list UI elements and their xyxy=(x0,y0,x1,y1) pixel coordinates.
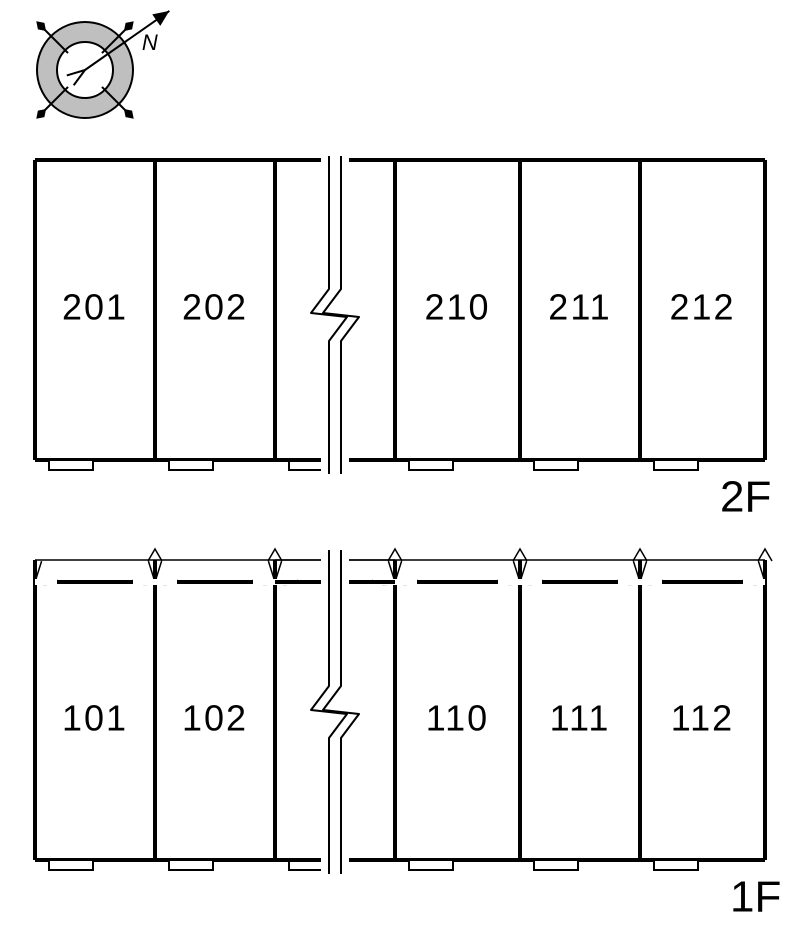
unit-label-110: 110 xyxy=(426,698,489,739)
window-tab xyxy=(49,460,93,470)
floor-1F: 101 102 110 111 112 1F xyxy=(35,526,781,922)
floor-label-1F: 1F xyxy=(730,873,781,922)
compass-icon: N xyxy=(37,11,169,118)
window-tab xyxy=(534,860,578,870)
unit-label-210: 210 xyxy=(424,287,490,328)
window-tab xyxy=(169,860,213,870)
unit-label-202: 202 xyxy=(182,287,248,328)
unit-label-101: 101 xyxy=(62,698,128,739)
unit-label-112: 112 xyxy=(671,698,734,739)
unit-label-201: 201 xyxy=(62,287,128,328)
window-tab xyxy=(654,860,698,870)
compass-n-label: N xyxy=(142,30,158,55)
unit-label-212: 212 xyxy=(669,287,735,328)
unit-label-111: 111 xyxy=(550,698,611,739)
unit-label-102: 102 xyxy=(182,698,248,739)
floor-label-2F: 2F xyxy=(720,473,771,522)
window-tab xyxy=(49,860,93,870)
window-tab xyxy=(409,460,453,470)
window-tab xyxy=(534,460,578,470)
window-tab xyxy=(654,460,698,470)
floor-2F: 201 202 210 211 212 2F xyxy=(35,156,771,522)
unit-label-211: 211 xyxy=(548,287,611,328)
window-tab xyxy=(169,460,213,470)
window-tab xyxy=(409,860,453,870)
